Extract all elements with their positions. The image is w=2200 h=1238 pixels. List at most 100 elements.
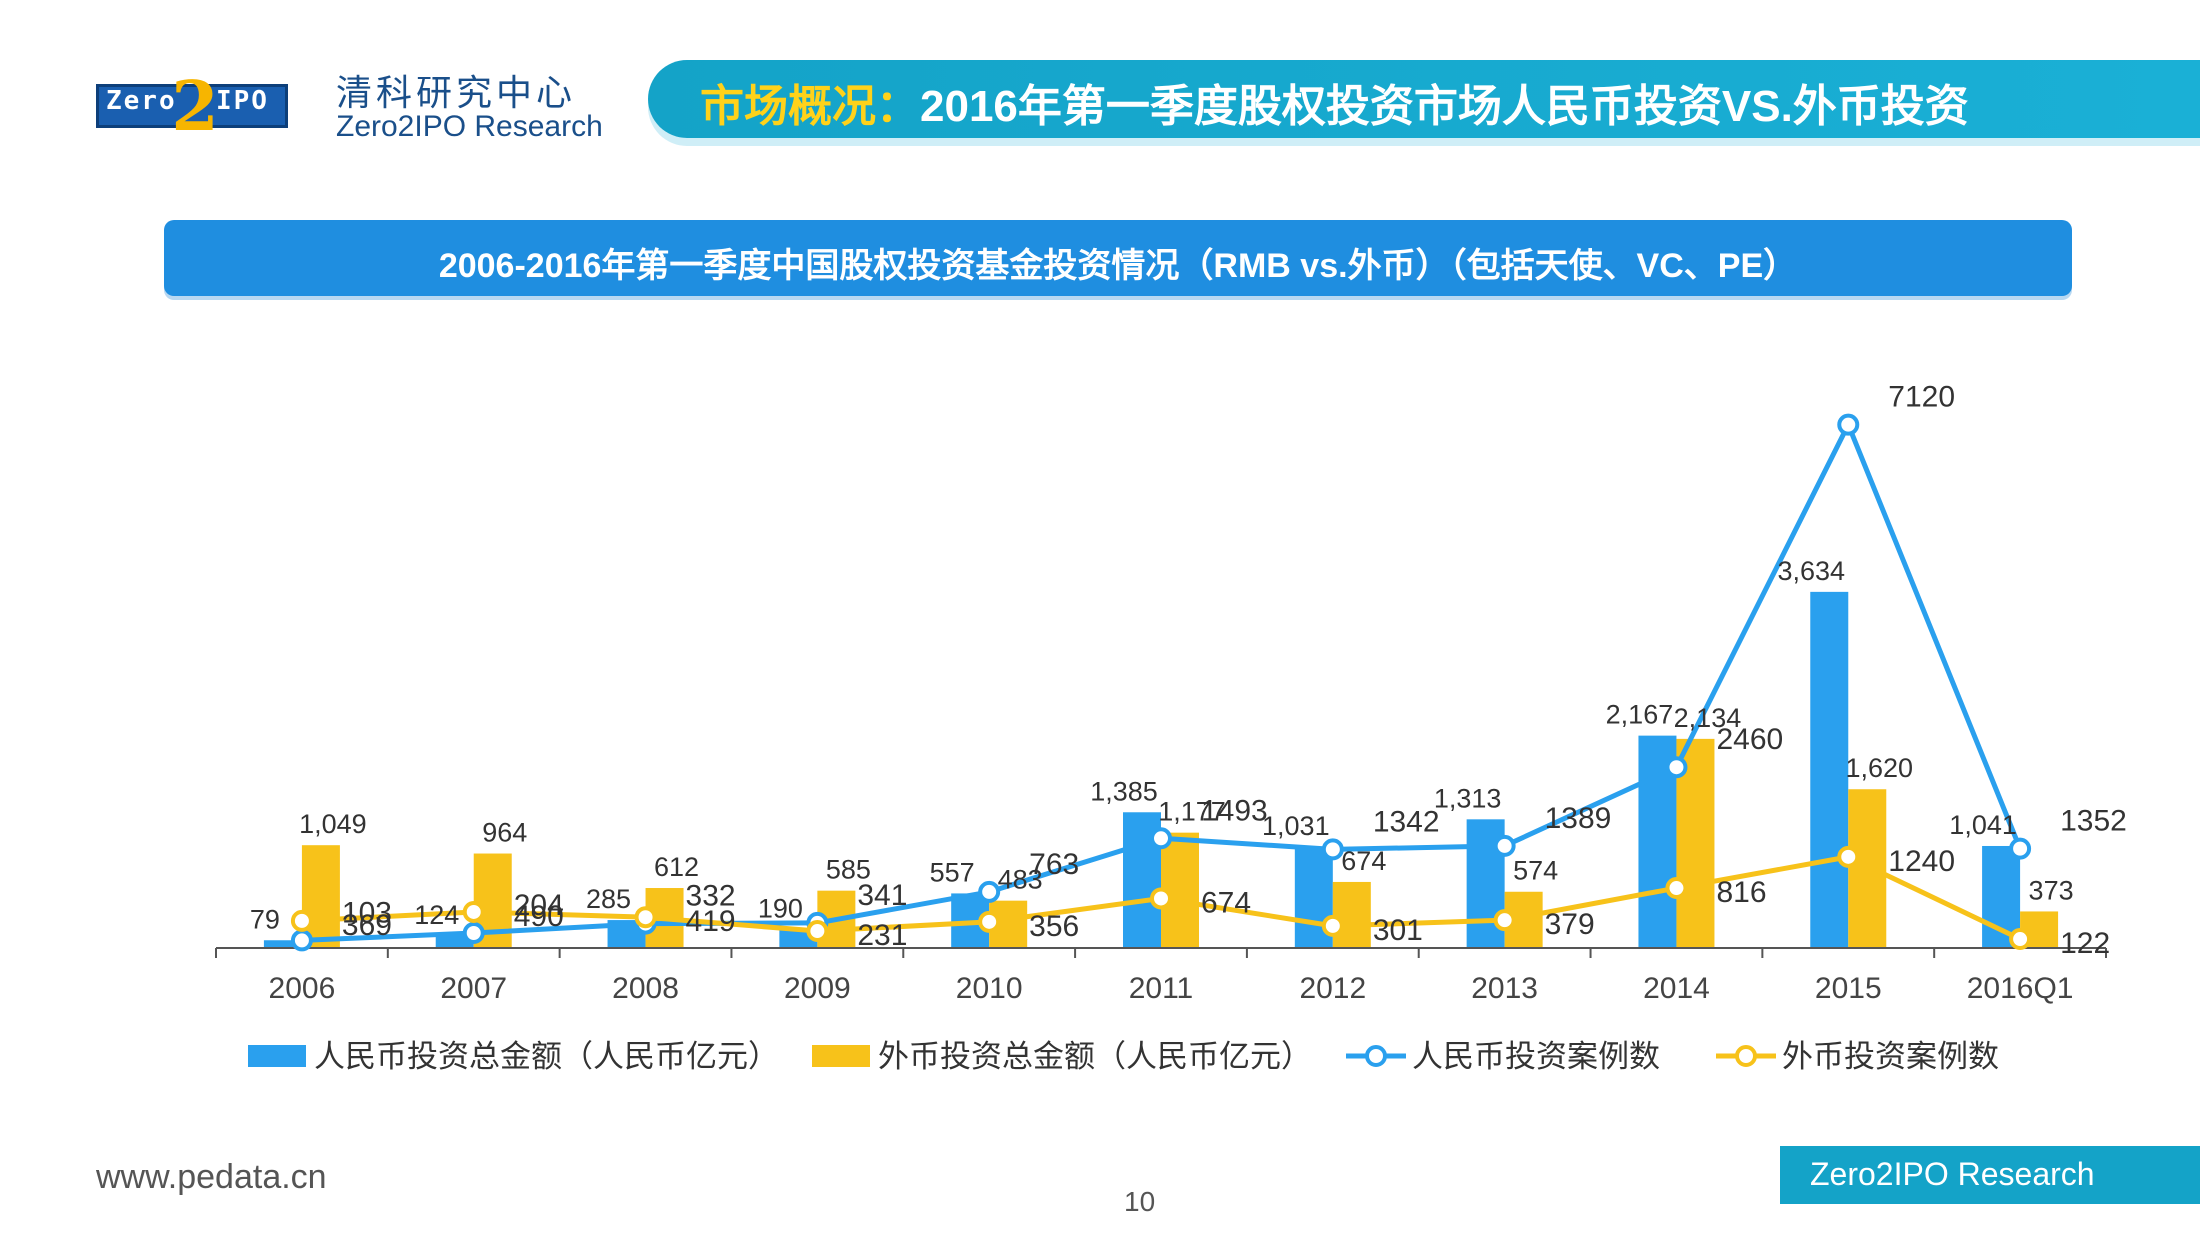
label-rmb-amount-2010: 557 bbox=[930, 857, 975, 887]
brand-name-en: Zero2IPO Research bbox=[336, 110, 603, 143]
page-number: 10 bbox=[1124, 1186, 1156, 1217]
legend-swatch-0 bbox=[248, 1045, 306, 1067]
slide-title-prefix: 市场概况： bbox=[700, 82, 920, 131]
label-foreign-amount-2008: 612 bbox=[654, 852, 699, 882]
label-rmb-cases-2007: 204 bbox=[514, 889, 564, 922]
x-tick-label-2012: 2012 bbox=[1299, 972, 1366, 1005]
point-foreign-cases-2016Q1 bbox=[2009, 928, 2032, 951]
bar-rmb-2007 bbox=[435, 935, 474, 948]
bar-rmb-2015 bbox=[1810, 591, 1849, 948]
label-rmb-amount-2015: 3,634 bbox=[1777, 556, 1845, 586]
label-rmb-cases-2011: 1493 bbox=[1201, 794, 1268, 827]
point-foreign-cases-2008 bbox=[634, 906, 657, 929]
point-foreign-cases-2011 bbox=[1150, 887, 1172, 910]
brand-name-cn: 清科研究中心 bbox=[336, 72, 577, 113]
label-foreign-amount-2013: 574 bbox=[1513, 856, 1558, 886]
point-rmb-cases-2016Q1 bbox=[2009, 837, 2032, 860]
x-tick-label-2011: 2011 bbox=[1129, 972, 1194, 1005]
label-foreign-cases-2008: 419 bbox=[686, 905, 736, 938]
label-rmb-amount-2006: 79 bbox=[250, 904, 280, 934]
x-tick-label-2006: 2006 bbox=[269, 972, 336, 1005]
label-rmb-cases-2012: 1342 bbox=[1373, 805, 1440, 838]
point-rmb-cases-2014 bbox=[1665, 756, 1688, 779]
label-foreign-cases-2007: 490 bbox=[514, 900, 564, 933]
point-foreign-cases-2015 bbox=[1837, 845, 1860, 868]
logo-ipo-text: IPO bbox=[216, 86, 269, 116]
label-foreign-amount-2016Q1: 373 bbox=[2029, 875, 2074, 905]
label-foreign-amount-2012: 674 bbox=[1341, 846, 1386, 876]
logo-two-mark: 2 bbox=[171, 67, 219, 147]
label-foreign-amount-2007: 964 bbox=[482, 818, 527, 848]
x-tick-label-2015: 2015 bbox=[1815, 972, 1882, 1005]
point-foreign-cases-2012 bbox=[1321, 914, 1344, 937]
label-foreign-cases-2012: 301 bbox=[1373, 914, 1423, 947]
label-foreign-cases-2016Q1: 122 bbox=[2060, 927, 2110, 960]
label-rmb-amount-2014: 2,167 bbox=[1606, 700, 1674, 730]
legend-label-2: 人民币投资案例数 bbox=[1412, 1039, 1660, 1074]
x-tick-label-2016Q1: 2016Q1 bbox=[1967, 972, 2074, 1005]
label-rmb-amount-2008: 285 bbox=[586, 884, 631, 914]
legend-label-1: 外币投资总金额（人民币亿元） bbox=[878, 1039, 1312, 1074]
label-rmb-amount-2016Q1: 1,041 bbox=[1949, 810, 2017, 840]
chart-title-bar: 2006-2016年第一季度中国股权投资基金投资情况（RMB vs.外币）（包括… bbox=[164, 220, 2072, 296]
label-rmb-cases-2015: 7120 bbox=[1888, 381, 1955, 414]
legend-marker-2 bbox=[1365, 1045, 1387, 1067]
label-rmb-amount-2011: 1,385 bbox=[1090, 776, 1158, 806]
point-foreign-cases-2009 bbox=[806, 920, 829, 943]
x-tick-label-2014: 2014 bbox=[1643, 972, 1710, 1005]
label-foreign-cases-2014: 816 bbox=[1716, 876, 1766, 909]
label-foreign-amount-2015: 1,620 bbox=[1845, 753, 1913, 783]
logo-zero-text: Zero bbox=[106, 86, 177, 116]
footer-badge: Zero2IPO Research bbox=[1780, 1146, 2200, 1204]
bar-foreign-2006 bbox=[301, 845, 340, 948]
slide-title-main: 2016年第一季度股权投资市场人民币投资VS.外币投资 bbox=[920, 82, 1969, 131]
label-foreign-amount-2011: 1,177 bbox=[1158, 797, 1226, 827]
label-foreign-cases-2015: 1240 bbox=[1888, 845, 1955, 878]
chart-title: 2006-2016年第一季度中国股权投资基金投资情况（RMB vs.外币）（包括… bbox=[438, 247, 1798, 285]
label-foreign-amount-2009: 585 bbox=[826, 855, 871, 885]
point-foreign-cases-2006 bbox=[290, 909, 313, 932]
label-rmb-cases-2013: 1389 bbox=[1545, 802, 1612, 835]
label-foreign-cases-2011: 674 bbox=[1201, 886, 1251, 919]
x-tick-label-2007: 2007 bbox=[440, 972, 507, 1005]
x-tick-label-2008: 2008 bbox=[612, 972, 679, 1005]
bar-rmb-2006 bbox=[263, 940, 302, 948]
point-foreign-cases-2007 bbox=[462, 900, 485, 923]
label-rmb-cases-2008: 332 bbox=[686, 880, 736, 913]
bar-foreign-2012 bbox=[1332, 881, 1371, 948]
label-rmb-amount-2013: 1,313 bbox=[1434, 783, 1502, 813]
logo-box bbox=[96, 84, 288, 128]
label-rmb-cases-2016Q1: 1352 bbox=[2060, 805, 2127, 838]
zero2ipo-logo: Zero 2 IPO bbox=[96, 72, 292, 142]
label-foreign-amount-2006: 1,049 bbox=[299, 809, 367, 839]
label-foreign-amount-2014: 2,134 bbox=[1674, 703, 1742, 733]
label-rmb-cases-2006: 103 bbox=[342, 896, 392, 929]
label-rmb-amount-2009: 190 bbox=[758, 893, 803, 923]
label-rmb-amount-2012: 1,031 bbox=[1262, 811, 1330, 841]
slide-title: 市场概况：2016年第一季度股权投资市场人民币投资VS.外币投资 bbox=[700, 70, 1969, 134]
point-rmb-cases-2015 bbox=[1837, 413, 1860, 436]
legend-swatch-1 bbox=[812, 1045, 870, 1067]
point-rmb-cases-2010 bbox=[978, 880, 1001, 903]
point-foreign-cases-2014 bbox=[1665, 877, 1688, 900]
label-rmb-amount-2007: 124 bbox=[414, 900, 459, 930]
label-foreign-cases-2013: 379 bbox=[1545, 908, 1595, 941]
point-rmb-cases-2011 bbox=[1150, 827, 1172, 850]
legend-marker-3 bbox=[1735, 1045, 1757, 1067]
label-rmb-cases-2009: 341 bbox=[857, 879, 907, 912]
point-rmb-cases-2007 bbox=[462, 922, 485, 945]
legend-label-0: 人民币投资总金额（人民币亿元） bbox=[314, 1039, 779, 1074]
legend-label-3: 外币投资案例数 bbox=[1782, 1039, 1999, 1074]
point-rmb-cases-2013 bbox=[1493, 834, 1516, 857]
label-rmb-cases-2010: 763 bbox=[1029, 848, 1079, 881]
slide-title-bar: 市场概况：2016年第一季度股权投资市场人民币投资VS.外币投资 bbox=[648, 60, 2200, 138]
footer-badge-text: Zero2IPO Research bbox=[1810, 1156, 2095, 1192]
label-foreign-cases-2010: 356 bbox=[1029, 910, 1079, 943]
point-rmb-cases-2012 bbox=[1321, 838, 1344, 861]
point-rmb-cases-2006 bbox=[290, 929, 313, 952]
x-tick-label-2010: 2010 bbox=[956, 972, 1023, 1005]
x-tick-label-2013: 2013 bbox=[1471, 972, 1538, 1005]
label-foreign-cases-2009: 231 bbox=[857, 919, 907, 952]
label-foreign-amount-2010: 483 bbox=[998, 865, 1043, 895]
